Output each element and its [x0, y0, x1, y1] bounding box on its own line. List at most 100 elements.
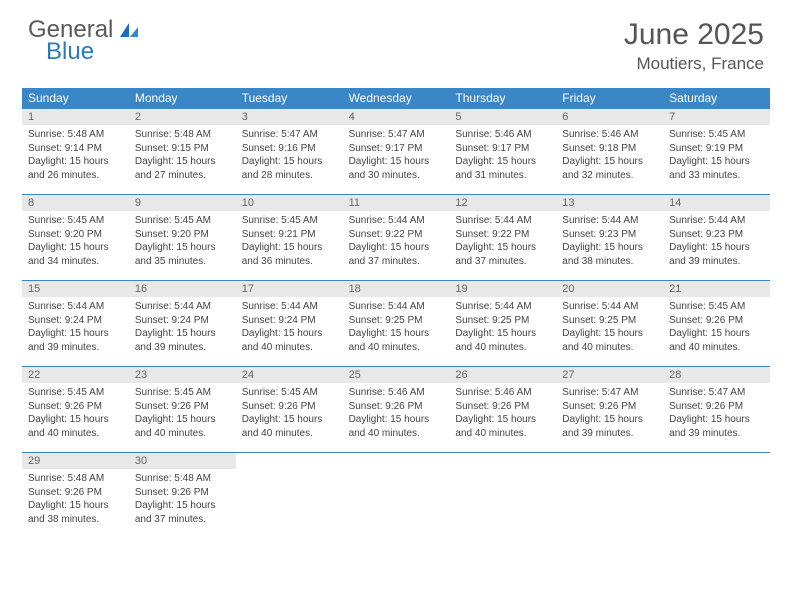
calendar-cell-empty [236, 452, 343, 538]
calendar-cell: 6Sunrise: 5:46 AMSunset: 9:18 PMDaylight… [556, 108, 663, 194]
location: Moutiers, France [624, 54, 764, 74]
day-header: Wednesday [343, 88, 450, 108]
calendar-cell: 21Sunrise: 5:45 AMSunset: 9:26 PMDayligh… [663, 280, 770, 366]
sunrise-line: Sunrise: 5:48 AM [28, 472, 123, 486]
sunset-line: Sunset: 9:26 PM [28, 400, 123, 414]
daylight-line: Daylight: 15 hours and 40 minutes. [242, 327, 337, 354]
day-info: Sunrise: 5:44 AMSunset: 9:22 PMDaylight:… [343, 211, 450, 268]
day-number: 5 [449, 109, 556, 125]
daylight-line: Daylight: 15 hours and 34 minutes. [28, 241, 123, 268]
calendar-cell-empty [343, 452, 450, 538]
sunset-line: Sunset: 9:26 PM [135, 400, 230, 414]
daylight-line: Daylight: 15 hours and 40 minutes. [28, 413, 123, 440]
calendar-cell-empty [663, 452, 770, 538]
day-number: 6 [556, 109, 663, 125]
sunrise-line: Sunrise: 5:48 AM [135, 472, 230, 486]
day-number: 21 [663, 281, 770, 297]
daylight-line: Daylight: 15 hours and 39 minutes. [669, 413, 764, 440]
day-header: Saturday [663, 88, 770, 108]
sunrise-line: Sunrise: 5:44 AM [455, 300, 550, 314]
day-header: Friday [556, 88, 663, 108]
day-info: Sunrise: 5:44 AMSunset: 9:24 PMDaylight:… [22, 297, 129, 354]
sunrise-line: Sunrise: 5:47 AM [562, 386, 657, 400]
daylight-line: Daylight: 15 hours and 40 minutes. [562, 327, 657, 354]
sunset-line: Sunset: 9:25 PM [562, 314, 657, 328]
sunset-line: Sunset: 9:16 PM [242, 142, 337, 156]
sunset-line: Sunset: 9:19 PM [669, 142, 764, 156]
day-info: Sunrise: 5:45 AMSunset: 9:21 PMDaylight:… [236, 211, 343, 268]
daylight-line: Daylight: 15 hours and 35 minutes. [135, 241, 230, 268]
sunrise-line: Sunrise: 5:45 AM [135, 214, 230, 228]
calendar-cell: 22Sunrise: 5:45 AMSunset: 9:26 PMDayligh… [22, 366, 129, 452]
sunset-line: Sunset: 9:20 PM [135, 228, 230, 242]
calendar-cell: 12Sunrise: 5:44 AMSunset: 9:22 PMDayligh… [449, 194, 556, 280]
sunset-line: Sunset: 9:15 PM [135, 142, 230, 156]
daylight-line: Daylight: 15 hours and 32 minutes. [562, 155, 657, 182]
day-info: Sunrise: 5:45 AMSunset: 9:19 PMDaylight:… [663, 125, 770, 182]
sunset-line: Sunset: 9:26 PM [669, 314, 764, 328]
daylight-line: Daylight: 15 hours and 27 minutes. [135, 155, 230, 182]
day-info: Sunrise: 5:46 AMSunset: 9:26 PMDaylight:… [449, 383, 556, 440]
day-number: 2 [129, 109, 236, 125]
sunrise-line: Sunrise: 5:44 AM [135, 300, 230, 314]
sunset-line: Sunset: 9:18 PM [562, 142, 657, 156]
day-info: Sunrise: 5:45 AMSunset: 9:20 PMDaylight:… [129, 211, 236, 268]
day-number: 29 [22, 453, 129, 469]
sunrise-line: Sunrise: 5:44 AM [349, 214, 444, 228]
calendar-cell: 7Sunrise: 5:45 AMSunset: 9:19 PMDaylight… [663, 108, 770, 194]
sunset-line: Sunset: 9:26 PM [349, 400, 444, 414]
calendar-cell: 26Sunrise: 5:46 AMSunset: 9:26 PMDayligh… [449, 366, 556, 452]
daylight-line: Daylight: 15 hours and 33 minutes. [669, 155, 764, 182]
sunrise-line: Sunrise: 5:45 AM [135, 386, 230, 400]
day-number: 25 [343, 367, 450, 383]
day-number: 3 [236, 109, 343, 125]
day-info: Sunrise: 5:45 AMSunset: 9:26 PMDaylight:… [22, 383, 129, 440]
daylight-line: Daylight: 15 hours and 40 minutes. [349, 327, 444, 354]
day-number: 11 [343, 195, 450, 211]
day-number: 16 [129, 281, 236, 297]
sunrise-line: Sunrise: 5:45 AM [242, 214, 337, 228]
sunrise-line: Sunrise: 5:46 AM [349, 386, 444, 400]
calendar-cell: 14Sunrise: 5:44 AMSunset: 9:23 PMDayligh… [663, 194, 770, 280]
day-number: 10 [236, 195, 343, 211]
sunrise-line: Sunrise: 5:44 AM [28, 300, 123, 314]
day-info: Sunrise: 5:46 AMSunset: 9:18 PMDaylight:… [556, 125, 663, 182]
daylight-line: Daylight: 15 hours and 31 minutes. [455, 155, 550, 182]
day-info: Sunrise: 5:47 AMSunset: 9:26 PMDaylight:… [663, 383, 770, 440]
daylight-line: Daylight: 15 hours and 30 minutes. [349, 155, 444, 182]
sunrise-line: Sunrise: 5:44 AM [562, 214, 657, 228]
daylight-line: Daylight: 15 hours and 37 minutes. [135, 499, 230, 526]
daylight-line: Daylight: 15 hours and 40 minutes. [455, 327, 550, 354]
sunrise-line: Sunrise: 5:45 AM [28, 386, 123, 400]
day-number: 7 [663, 109, 770, 125]
day-number: 23 [129, 367, 236, 383]
sunrise-line: Sunrise: 5:46 AM [455, 128, 550, 142]
day-number: 18 [343, 281, 450, 297]
day-number: 14 [663, 195, 770, 211]
day-number: 13 [556, 195, 663, 211]
sunset-line: Sunset: 9:22 PM [349, 228, 444, 242]
calendar-cell: 24Sunrise: 5:45 AMSunset: 9:26 PMDayligh… [236, 366, 343, 452]
sunrise-line: Sunrise: 5:44 AM [349, 300, 444, 314]
day-info: Sunrise: 5:45 AMSunset: 9:26 PMDaylight:… [236, 383, 343, 440]
title-block: June 2025 Moutiers, France [624, 18, 764, 74]
day-number: 20 [556, 281, 663, 297]
calendar-cell: 17Sunrise: 5:44 AMSunset: 9:24 PMDayligh… [236, 280, 343, 366]
day-info: Sunrise: 5:48 AMSunset: 9:15 PMDaylight:… [129, 125, 236, 182]
sunset-line: Sunset: 9:26 PM [135, 486, 230, 500]
daylight-line: Daylight: 15 hours and 40 minutes. [455, 413, 550, 440]
day-number: 19 [449, 281, 556, 297]
sunrise-line: Sunrise: 5:47 AM [242, 128, 337, 142]
day-info: Sunrise: 5:46 AMSunset: 9:17 PMDaylight:… [449, 125, 556, 182]
sunrise-line: Sunrise: 5:44 AM [562, 300, 657, 314]
day-info: Sunrise: 5:47 AMSunset: 9:17 PMDaylight:… [343, 125, 450, 182]
day-info: Sunrise: 5:44 AMSunset: 9:22 PMDaylight:… [449, 211, 556, 268]
day-number: 4 [343, 109, 450, 125]
sunrise-line: Sunrise: 5:47 AM [669, 386, 764, 400]
header: General Blue June 2025 Moutiers, France [0, 0, 792, 80]
sunrise-line: Sunrise: 5:46 AM [562, 128, 657, 142]
day-number: 8 [22, 195, 129, 211]
day-info: Sunrise: 5:45 AMSunset: 9:26 PMDaylight:… [129, 383, 236, 440]
day-info: Sunrise: 5:44 AMSunset: 9:25 PMDaylight:… [449, 297, 556, 354]
sunset-line: Sunset: 9:24 PM [242, 314, 337, 328]
